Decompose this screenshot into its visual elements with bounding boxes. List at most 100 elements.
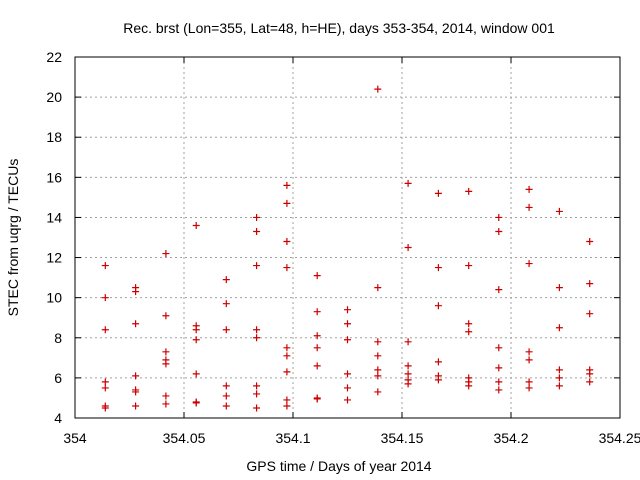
data-point <box>555 284 563 292</box>
data-point <box>222 392 230 400</box>
data-point <box>283 181 291 189</box>
data-point <box>162 348 170 356</box>
data-point <box>283 402 291 410</box>
data-point <box>434 302 442 310</box>
chart-title: Rec. brst (Lon=355, Lat=48, h=HE), days … <box>123 20 555 36</box>
data-point <box>283 344 291 352</box>
data-point <box>465 262 473 270</box>
data-point <box>132 402 140 410</box>
data-point <box>283 264 291 272</box>
data-point <box>374 372 382 380</box>
data-point <box>495 378 503 386</box>
data-point <box>495 386 503 394</box>
data-point <box>586 370 594 378</box>
data-point <box>495 227 503 235</box>
data-point <box>283 352 291 360</box>
y-tick-label: 16 <box>46 169 62 185</box>
data-point <box>344 320 351 328</box>
data-point <box>374 85 382 93</box>
data-point <box>253 334 261 342</box>
data-point <box>253 404 261 412</box>
data-point <box>313 395 321 403</box>
data-point <box>404 179 412 187</box>
x-axis-label: GPS time / Days of year 2014 <box>246 458 431 474</box>
data-point <box>434 376 442 384</box>
data-point <box>555 374 563 382</box>
data-point <box>525 260 533 268</box>
data-point <box>525 348 533 356</box>
data-point <box>586 280 594 288</box>
data-point <box>525 384 533 392</box>
data-point <box>404 338 412 346</box>
x-tick-label: 354.15 <box>381 430 424 446</box>
data-point <box>162 312 170 320</box>
y-tick-label: 8 <box>54 330 62 346</box>
data-point <box>222 300 230 308</box>
data-point <box>586 310 594 318</box>
data-point <box>313 344 321 352</box>
data-point <box>434 189 442 197</box>
data-point <box>525 378 533 386</box>
data-point <box>344 336 351 344</box>
data-point <box>192 326 200 334</box>
data-point <box>253 262 261 270</box>
y-tick-label: 20 <box>46 89 62 105</box>
y-tick-label: 4 <box>54 410 62 426</box>
data-point <box>222 276 230 284</box>
data-point <box>283 396 291 404</box>
data-point <box>586 238 594 246</box>
y-tick-label: 6 <box>54 370 62 386</box>
data-point <box>253 390 261 398</box>
data-point <box>434 358 442 366</box>
data-point <box>344 396 351 404</box>
data-point <box>374 352 382 360</box>
data-point <box>525 356 533 364</box>
data-point <box>162 400 170 408</box>
data-point <box>192 399 200 407</box>
data-point <box>132 388 140 396</box>
data-point <box>222 326 230 334</box>
data-point <box>162 392 170 400</box>
data-point <box>222 402 230 410</box>
data-point <box>101 384 109 392</box>
data-point <box>132 372 140 380</box>
data-point <box>374 388 382 396</box>
data-point <box>374 338 382 346</box>
data-point <box>555 324 563 332</box>
grid-lines <box>75 57 620 418</box>
data-point <box>374 366 382 374</box>
data-point <box>404 380 412 388</box>
y-tick-label: 14 <box>46 209 62 225</box>
x-tick-label: 354.2 <box>493 430 528 446</box>
plot-frame <box>74 56 621 419</box>
data-point <box>313 332 321 340</box>
data-point <box>283 238 291 246</box>
data-point <box>344 384 351 392</box>
data-point <box>434 264 442 272</box>
data-point <box>313 272 321 280</box>
data-point <box>344 370 351 378</box>
data-point <box>192 370 200 378</box>
data-point <box>192 336 200 344</box>
data-point <box>344 306 351 314</box>
data-points <box>101 85 594 412</box>
data-point <box>495 364 503 372</box>
data-point <box>404 362 412 370</box>
y-axis-label: STEC from uqrg / TECUs <box>5 159 21 317</box>
data-point <box>495 213 503 221</box>
data-point <box>162 250 170 258</box>
x-tick-label: 354.25 <box>599 430 640 446</box>
data-point <box>555 366 563 374</box>
y-tick-label: 18 <box>46 129 62 145</box>
data-point <box>555 207 563 215</box>
data-point <box>465 187 473 195</box>
data-point <box>192 221 200 229</box>
data-point <box>253 382 261 390</box>
x-tick-label: 354.1 <box>275 430 310 446</box>
data-point <box>101 378 109 386</box>
data-point <box>101 404 109 412</box>
data-point <box>101 294 109 302</box>
data-point <box>132 320 140 328</box>
data-point <box>253 213 261 221</box>
